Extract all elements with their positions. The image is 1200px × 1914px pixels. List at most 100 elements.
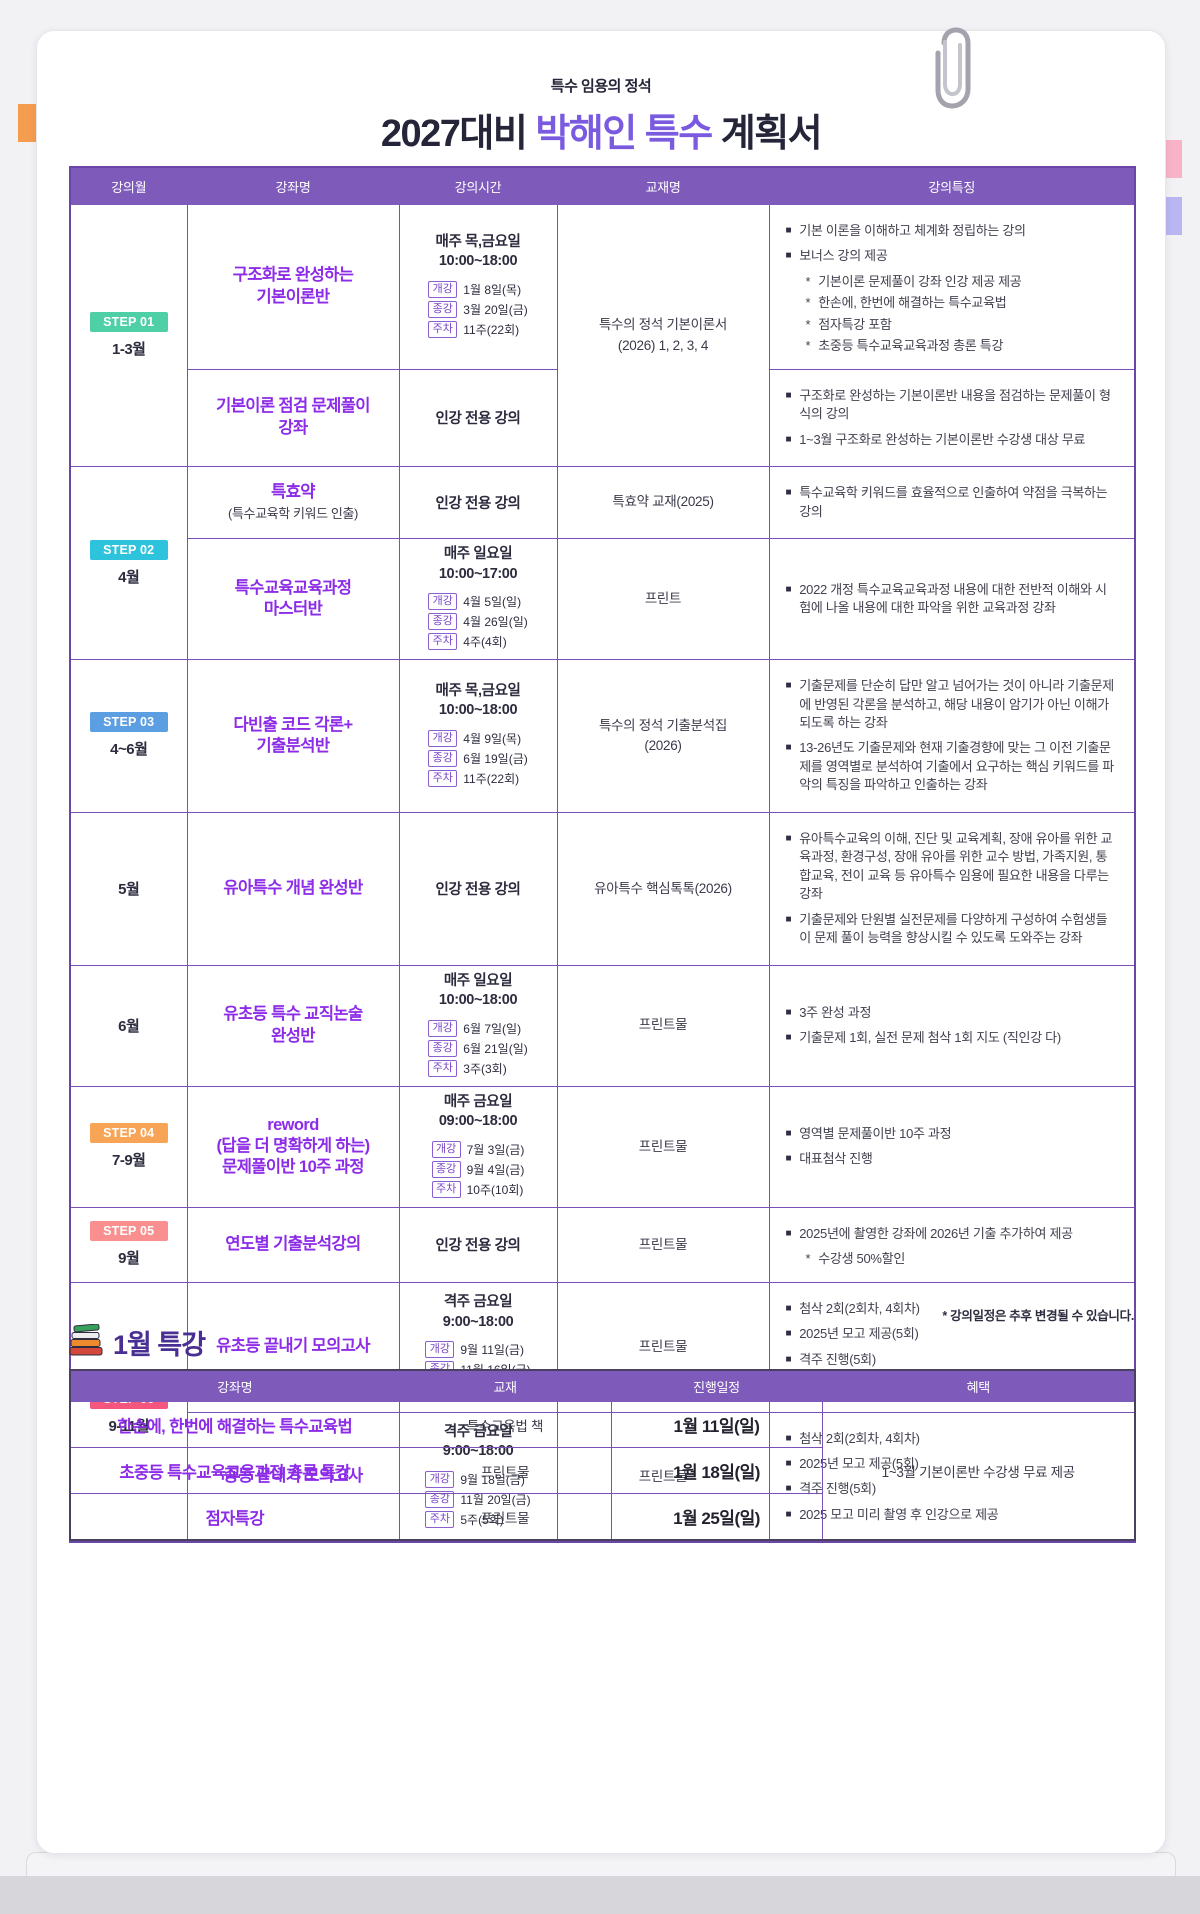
textbook-cell: 특효약 교재(2025)	[556, 466, 770, 539]
schedule-detail: 종강 6월 21일(일)	[428, 1039, 528, 1057]
square-bullet-icon: ■	[785, 1328, 792, 1340]
time-cell: 매주 일요일 10:00~18:00 개강 6월 7일(일) 종강 6월 21일(일)…	[398, 964, 558, 1087]
feature-item: ■ 1~3월 구조화로 완성하는 기본이론반 수강생 대상 무료	[786, 431, 1119, 449]
table-row: STEP 05 9월 연도별 기출분석강의 인강 전용 강의 프린트물 ■ 202…	[69, 1206, 1136, 1283]
textbook-cell: 특수의 정석 기본이론서 (2026) 1, 2, 3, 4	[556, 203, 770, 468]
special-lecture-table: 강좌명 교재 진행일정 혜택 한손에, 한번에 해결하는 특수교육법 특수교육법…	[69, 1369, 1136, 1541]
special-header-row: 강좌명 교재 진행일정 혜택	[69, 1369, 1136, 1402]
course-name: reword (답을 더 명확하게 하는) 문제풀이반 10주 과정	[186, 1085, 400, 1208]
table-row: 특수교육교육과정 마스터반 매주 일요일 10:00~17:00 개강 4월 5일…	[70, 537, 1136, 661]
detail-value: 6월 7일(일)	[463, 1021, 522, 1036]
feature-text: 기출문제 1회, 실전 문제 첨삭 1회 지도 (직인강 다)	[799, 1030, 1061, 1046]
header-textbook: 교재명	[556, 166, 770, 205]
square-bullet-icon: ■	[785, 389, 792, 401]
header-time: 강의시간	[398, 166, 558, 205]
feature-subitem: * 기본이론 문제풀이 강좌 인강 제공 제공	[806, 273, 1119, 291]
feature-subitem: * 점자특강 포함	[806, 316, 1119, 334]
special-textbook: 프린트물	[398, 1493, 612, 1541]
feature-text: 2025년 모고 제공(5회)	[799, 1326, 919, 1342]
course-subtitle: (특수교육학 키워드 인출)	[228, 505, 358, 521]
feature-item: ■ 2025년에 촬영한 강좌에 2026년 기출 추가하여 제공	[786, 1225, 1119, 1243]
month-label: 4월	[118, 568, 140, 586]
square-bullet-icon: ■	[785, 1302, 792, 1314]
schedule-detail: 종강 3월 20일(금)	[428, 300, 528, 318]
square-bullet-icon: ■	[785, 832, 792, 844]
time-text: 인강 전용 강의	[435, 496, 521, 513]
month-cell: STEP 01 1-3월	[69, 203, 188, 468]
square-bullet-icon: ■	[785, 487, 792, 499]
square-bullet-icon: ■	[785, 1227, 792, 1239]
textbook-cell: 프린트물	[556, 1206, 770, 1283]
special-course: 초중등 특수교육교육과정 총론 특강	[69, 1447, 400, 1494]
month-label: 9월	[118, 1250, 140, 1268]
textbook-cell: 프린트	[556, 537, 770, 661]
month-cell: 6월	[69, 964, 188, 1087]
month-cell: 5월	[69, 811, 188, 966]
time-details: 개강 4월 5일(일) 종강 4월 26일(일) 주차 4주(4회)	[428, 590, 528, 653]
course-name: 구조화로 완성하는 기본이론반	[186, 204, 400, 370]
header-benefit: 혜택	[821, 1369, 1136, 1402]
time-cell: 매주 목,금요일 10:00~18:00 개강 4월 9일(목) 종강 6월 19일(…	[398, 659, 558, 813]
feature-text: 2025년에 촬영한 강좌에 2026년 기출 추가하여 제공	[799, 1225, 1073, 1241]
page-title: 2027대비 박해인 특수 계획서	[37, 102, 1165, 157]
feature-subtext: 초중등 특수교육교육과정 총론 특강	[818, 338, 1004, 354]
time-text: 인강 전용 강의	[435, 411, 521, 428]
header-textbook: 교재	[398, 1369, 612, 1402]
feature-text: 특수교육학 키워드를 효율적으로 인출하여 약점을 극복하는 강의	[799, 485, 1108, 519]
time-headline: 격주 금요일 9:00~18:00	[442, 1294, 514, 1330]
table-row: STEP 03 4~6월 다빈출 코드 각론+ 기출분석반 매주 목,금요일 1…	[69, 659, 1136, 813]
square-bullet-icon: ■	[785, 1153, 792, 1165]
course-name: 기본이론 점검 문제풀이 강좌	[186, 368, 400, 468]
feature-text: 3주 완성 과정	[799, 1004, 872, 1020]
header-course: 강좌명	[186, 166, 400, 205]
feature-item: ■ 기출문제와 단원별 실전문제를 다양하게 구성하여 수험생들이 문제 풀이 능…	[786, 911, 1119, 948]
feature-item: ■ 13-26년도 기출문제와 현재 기출경향에 맞는 그 이전 기출문제를 영역…	[786, 739, 1119, 794]
square-bullet-icon: ■	[785, 1353, 792, 1365]
books-icon	[69, 1323, 103, 1361]
special-section-header: 1월 특강	[69, 1323, 206, 1362]
step-badge: STEP 02	[89, 539, 168, 560]
features-cell: ■ 특수교육학 키워드를 효율적으로 인출하여 약점을 극복하는 강의	[768, 466, 1136, 539]
schedule-detail: 개강 4월 9일(목)	[428, 730, 527, 748]
header-date: 진행일정	[610, 1369, 823, 1402]
square-bullet-icon: ■	[785, 742, 792, 754]
square-bullet-icon: ■	[785, 225, 792, 236]
course-name: 특수교육교육과정 마스터반	[186, 537, 400, 661]
detail-tag: 개강	[428, 730, 458, 748]
schedule-detail: 개강 6월 7일(일)	[428, 1019, 527, 1037]
month-label: 5월	[118, 881, 140, 899]
square-bullet-icon: ■	[785, 433, 792, 445]
asterisk-bullet-icon: *	[805, 295, 811, 311]
schedule-detail: 개강 7월 3일(금)	[431, 1140, 524, 1158]
textbook-cell: 프린트물	[556, 964, 770, 1087]
special-textbook: 특수교육법 책	[398, 1401, 612, 1448]
asterisk-bullet-icon: *	[805, 1251, 811, 1267]
step-badge: STEP 01	[89, 312, 168, 333]
features-cell: ■ 2025년에 촬영한 강좌에 2026년 기출 추가하여 제공 * 수강생 50%…	[768, 1206, 1136, 1283]
month-label: 4~6월	[110, 741, 148, 759]
course-name: 유아특수 개념 완성반	[186, 811, 400, 966]
time-cell: 인강 전용 강의	[398, 1206, 558, 1283]
feature-item: ■ 2025년 모고 제공(5회)	[786, 1325, 1119, 1343]
detail-tag: 주차	[428, 633, 458, 651]
month-cell: STEP 04 7-9월	[69, 1085, 188, 1208]
feature-item: ■ 3주 완성 과정	[786, 1004, 1119, 1022]
time-details: 개강 1월 8일(목) 종강 3월 20일(금) 주차 11주(22회)	[428, 278, 528, 341]
feature-item: ■ 2022 개정 특수교육교육과정 내용에 대한 전반적 이해와 시험에 나올 …	[786, 581, 1119, 618]
detail-value: 9월 11일(금)	[460, 1343, 524, 1358]
detail-value: 9월 4일(금)	[466, 1162, 525, 1177]
month-cell: STEP 03 4~6월	[69, 659, 188, 813]
schedule-detail: 종강 4월 26일(일)	[428, 613, 528, 631]
time-details: 개강 6월 7일(일) 종강 6월 21일(일) 주차 3주(3회)	[428, 1017, 528, 1080]
special-section-title: 1월 특강	[113, 1330, 206, 1360]
schedule-header-row: 강의월 강좌명 강의시간 교재명 강의특징	[69, 166, 1136, 205]
feature-text: 대표첨삭 진행	[799, 1151, 873, 1167]
feature-subtext: 수강생 50%할인	[818, 1251, 905, 1267]
square-bullet-icon: ■	[785, 1032, 792, 1044]
course-name: 특효약 (특수교육학 키워드 인출)	[186, 466, 400, 539]
detail-value: 3주(3회)	[463, 1061, 507, 1076]
asterisk-bullet-icon: *	[805, 316, 811, 332]
asterisk-bullet-icon: *	[805, 273, 811, 289]
step-badge: STEP 04	[89, 1123, 168, 1144]
feature-item: ■ 보너스 강의 제공	[786, 247, 1119, 265]
